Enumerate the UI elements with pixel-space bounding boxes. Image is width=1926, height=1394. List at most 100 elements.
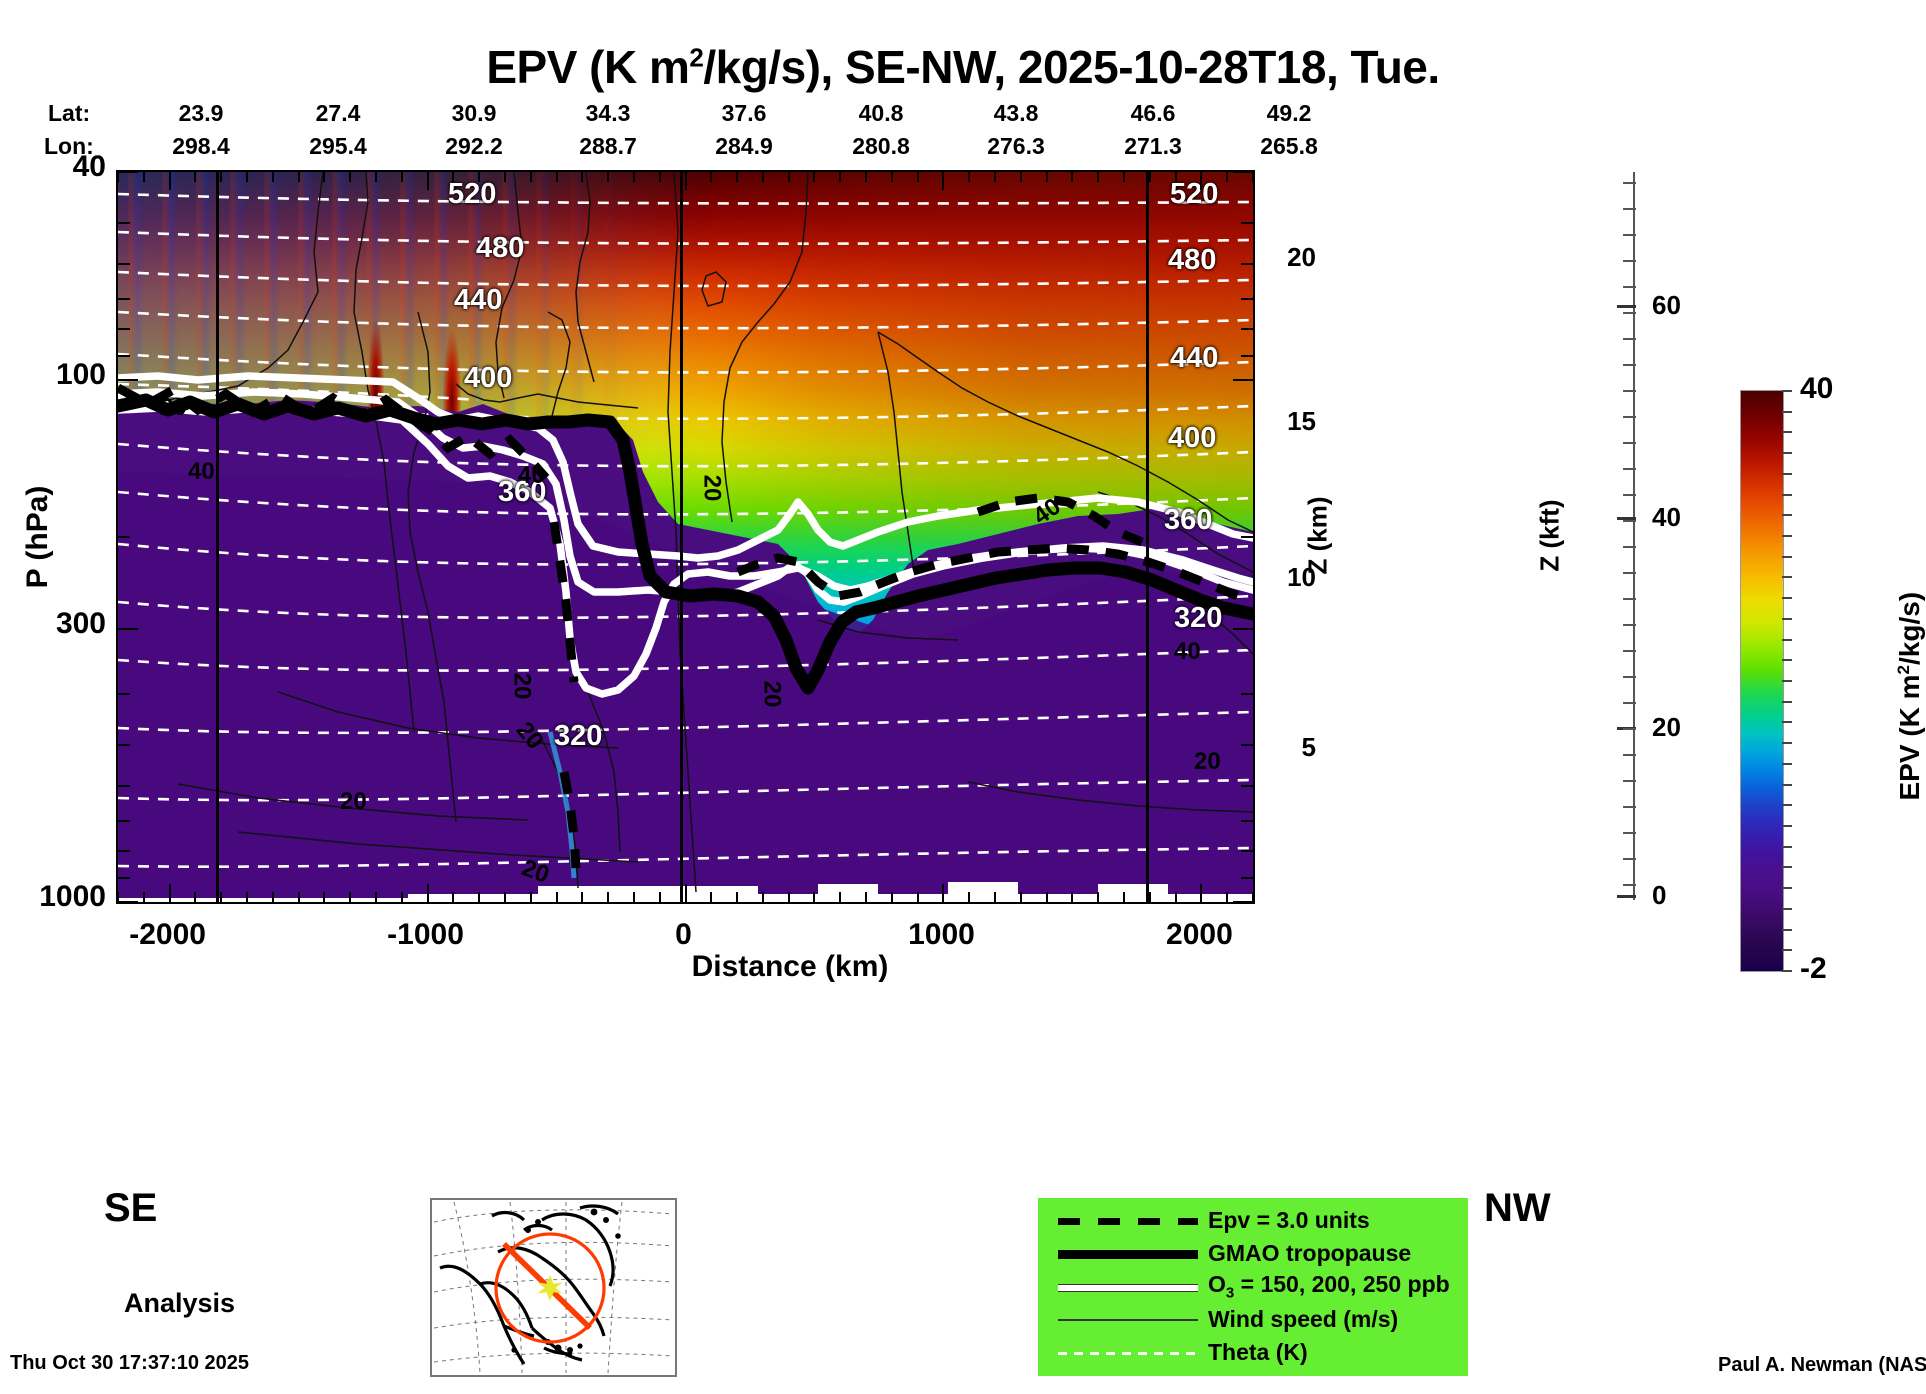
z-kft-minor-tick: [1623, 442, 1636, 444]
y-minor-tick: [118, 221, 130, 224]
x-tick--2000: -2000: [129, 918, 206, 951]
lat-value-0: 23.9: [178, 100, 224, 126]
colorbar-tick: [1782, 721, 1792, 724]
wind-label-40-d: 40: [1174, 638, 1201, 665]
x-minor-tick-top: [1226, 172, 1229, 182]
colorbar-tick: [1782, 638, 1792, 641]
z-kft-minor-tick: [1623, 546, 1636, 548]
z-kft-minor-tick: [1623, 832, 1636, 834]
theta-label-360-right: 360: [1164, 504, 1213, 536]
x-minor-tick-top: [142, 172, 145, 182]
z-kft-minor-tick: [1623, 234, 1636, 236]
lon-value-5: 280.8: [852, 133, 910, 159]
y-minor-tick-right: [1241, 221, 1253, 224]
x-minor-tick: [349, 892, 352, 902]
legend-swatch-thin-black: [1058, 1303, 1208, 1336]
z-kft-axis-spine: [1633, 172, 1635, 900]
colorbar-tick: [1782, 762, 1792, 765]
x-minor-tick: [968, 892, 971, 902]
x-minor-tick: [271, 892, 274, 902]
page-title: EPV (K m2/kg/s), SE-NW, 2025-10-28T18, T…: [0, 40, 1926, 94]
x-minor-tick-top: [1123, 172, 1126, 182]
lat-row-label: Lat:: [48, 100, 91, 126]
latitude-row: Lat: 23.9 27.4 30.9 34.3 37.6 40.8 43.8 46.6 49.2: [0, 100, 1926, 130]
z-kft-major-tick: [1617, 895, 1636, 898]
lat-value-3: 34.3: [585, 100, 631, 126]
x-minor-tick-top: [607, 172, 610, 182]
inset-location-map[interactable]: [430, 1198, 677, 1377]
legend-label-wind: Wind speed (m/s): [1208, 1306, 1399, 1332]
lon-value-8: 265.8: [1260, 133, 1318, 159]
x-major-tick-top: [684, 172, 687, 190]
x-minor-tick-top: [323, 172, 326, 182]
cross-section-plot[interactable]: 520 480 440 400 360 320 520 480 440 400 …: [116, 170, 1255, 904]
y-minor-tick: [118, 850, 130, 853]
y-minor-tick: [118, 536, 130, 538]
z-kft-minor-tick: [1623, 884, 1636, 886]
gmao-tropopause: [118, 393, 1253, 695]
z-kft-tick-40: 40: [1652, 502, 1681, 532]
y-minor-tick: [118, 693, 130, 696]
lon-value-6: 276.3: [987, 133, 1045, 159]
y-tick-1000: 1000: [39, 880, 106, 913]
x-major-tick: [168, 884, 171, 902]
colorbar-tick: [1782, 928, 1792, 931]
wind-speed-contours: [118, 172, 1253, 893]
x-minor-tick: [194, 892, 197, 902]
wind-label-20-a: 20: [160, 394, 187, 421]
x-minor-tick: [1045, 892, 1048, 902]
x-minor-tick-top: [400, 172, 403, 182]
legend-label-tropopause: GMAO tropopause: [1208, 1240, 1412, 1266]
x-major-tick-top: [168, 172, 171, 190]
x-major-tick-top: [942, 172, 945, 190]
x-minor-tick-top: [245, 172, 248, 182]
y-minor-tick: [118, 785, 130, 788]
x-major-tick-top: [1200, 172, 1203, 190]
x-minor-tick: [1148, 892, 1151, 902]
x-minor-tick-top: [968, 172, 971, 182]
radius-circle: [494, 1232, 606, 1344]
x-minor-tick-top: [839, 172, 842, 182]
colorbar[interactable]: [1740, 390, 1784, 972]
x-minor-tick: [478, 892, 481, 902]
x-minor-tick: [994, 892, 997, 902]
colorbar-tick: [1782, 783, 1792, 786]
colorbar-tick: [1782, 535, 1792, 537]
x-minor-tick-top: [1019, 172, 1022, 182]
x-minor-tick: [865, 892, 868, 902]
wind-label-20-h: 20: [1194, 748, 1221, 775]
theta-label-320-left: 320: [554, 720, 603, 752]
x-minor-tick: [118, 892, 119, 902]
y-minor-tick: [118, 328, 130, 331]
wind-label-20-c: 20: [508, 672, 536, 700]
x-major-tick: [1200, 884, 1203, 902]
z-kft-axis-label: Z (kft): [1534, 499, 1565, 572]
reference-line-right: [1146, 172, 1149, 902]
z-kft-major-tick: [1617, 305, 1636, 308]
lon-value-7: 271.3: [1124, 133, 1182, 159]
x-minor-tick-top: [452, 172, 455, 182]
legend-item-tropopause: GMAO tropopause: [1038, 1237, 1468, 1270]
author-credit: Paul A. Newman (NASA: [1718, 1354, 1926, 1376]
x-minor-tick-top: [374, 172, 377, 182]
colorbar-tick: [1782, 825, 1792, 827]
legend-item-ozone: O3 = 150, 200, 250 ppb: [1038, 1270, 1468, 1303]
y-minor-tick: [118, 877, 130, 880]
x-minor-tick: [245, 892, 248, 902]
x-minor-tick-top: [478, 172, 481, 182]
x-minor-tick-top: [890, 172, 893, 182]
x-minor-tick: [581, 892, 584, 902]
z-kft-minor-tick: [1623, 182, 1636, 184]
reference-line-center: [680, 172, 683, 902]
x-minor-tick: [813, 892, 816, 902]
y-minor-tick: [118, 820, 130, 823]
x-minor-tick: [710, 892, 713, 902]
x-minor-tick-top: [813, 172, 816, 182]
theta-label-400-left: 400: [464, 362, 513, 394]
z-kft-minor-tick: [1623, 390, 1636, 392]
lon-value-3: 288.7: [579, 133, 637, 159]
x-minor-tick: [142, 892, 145, 902]
theta-label-480-right: 480: [1168, 244, 1217, 276]
wind-label-40-b: 40: [518, 462, 545, 489]
x-minor-tick: [529, 892, 532, 902]
